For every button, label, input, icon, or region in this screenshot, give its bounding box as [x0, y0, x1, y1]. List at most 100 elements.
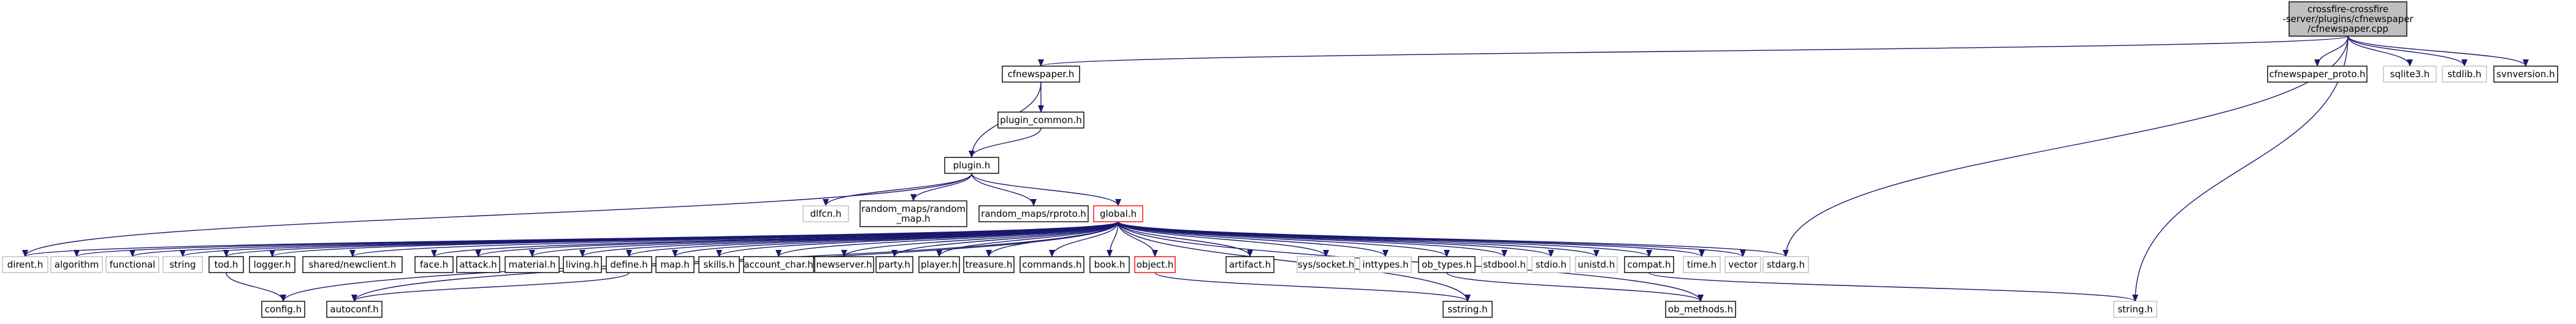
node-box: [1359, 256, 1412, 273]
edge-object_h-to-sstring_h: [1154, 272, 1471, 302]
node-map-h[interactable]: map.h: [655, 256, 695, 273]
node-box: [2442, 66, 2487, 83]
node-box: [859, 200, 967, 227]
node-account-char-h[interactable]: account_char.h: [743, 256, 814, 273]
node-label: random_maps/rproto.h: [981, 208, 1086, 220]
node-skills-h[interactable]: skills.h: [698, 256, 740, 273]
node-box: [698, 256, 740, 273]
node-logger-h[interactable]: logger.h: [249, 256, 295, 273]
node-box: [2493, 66, 2558, 83]
edge-root-to-svnversion_h: [2347, 36, 2529, 67]
node-face-h[interactable]: face.h: [414, 256, 454, 273]
node-plugin-common-h[interactable]: plugin_common.h: [997, 111, 1084, 129]
node-commands-h[interactable]: commands.h: [1019, 256, 1084, 273]
node-box: [162, 256, 203, 273]
node-dirent-h[interactable]: dirent.h: [2, 256, 48, 273]
node-box: [944, 157, 999, 174]
node-shared-newclient-h[interactable]: shared/newclient.h: [302, 256, 403, 273]
node-autoconf-h[interactable]: autoconf.h: [326, 301, 383, 318]
node-player-h[interactable]: player.h: [918, 256, 960, 273]
edge-global_h-to-inttypes_h: [1118, 221, 1389, 257]
node-box: [875, 256, 913, 273]
node-global-h[interactable]: global.h: [1093, 205, 1143, 222]
node-box: [1089, 256, 1130, 273]
node-party-h[interactable]: party.h: [875, 256, 913, 273]
node-ob-methods-h[interactable]: ob_methods.h: [1665, 301, 1736, 318]
node-ob-types-h[interactable]: ob_types.h: [1418, 256, 1476, 273]
node-string-h[interactable]: string.h: [2113, 301, 2157, 318]
node-functional[interactable]: functional: [105, 256, 159, 273]
node-compat-h[interactable]: compat.h: [1624, 256, 1674, 273]
node-attack-h[interactable]: attack.h: [456, 256, 500, 273]
edge-global_h-to-compat_h: [1118, 221, 1652, 257]
node-sqlite3-h[interactable]: sqlite3.h: [2383, 66, 2437, 83]
node-newserver-h[interactable]: newserver.h: [814, 256, 874, 273]
node-label: tod.h: [215, 259, 238, 270]
node-object-h[interactable]: object.h: [1134, 256, 1176, 273]
node-box: [563, 256, 602, 273]
edge-global_h-to-commands_h: [1049, 221, 1119, 257]
node-box: [2267, 66, 2368, 83]
node-label: functional: [110, 259, 156, 270]
edge-global_h-to-book_h: [1107, 221, 1119, 257]
node-root[interactable]: crossfire-crossfire-server/plugins/cfnew…: [2282, 1, 2414, 37]
node-box: [505, 256, 560, 273]
edge-root-to-string_h: [2132, 36, 2349, 302]
node-book-h[interactable]: book.h: [1089, 256, 1130, 273]
node-stdlib-h[interactable]: stdlib.h: [2442, 66, 2487, 83]
node-svnversion-h[interactable]: svnversion.h: [2493, 66, 2558, 83]
node-algorithm[interactable]: algorithm: [50, 256, 103, 273]
node-label: config.h: [265, 304, 302, 315]
node-config-h[interactable]: config.h: [261, 301, 305, 318]
node-cfnewspaper-proto-h[interactable]: cfnewspaper_proto.h: [2267, 66, 2368, 83]
node-label: svnversion.h: [2496, 69, 2555, 80]
node-box: [2, 256, 48, 273]
node-stdio-h[interactable]: stdio.h: [1531, 256, 1571, 273]
node-treasure-h[interactable]: treasure.h: [963, 256, 1015, 273]
edge-root-to-stdlib_h: [2347, 36, 2467, 67]
node-label: logger.h: [254, 259, 291, 270]
node-time-h[interactable]: time.h: [1683, 256, 1721, 273]
node-sstring-h[interactable]: sstring.h: [1442, 301, 1493, 318]
node-random-map-h[interactable]: random_maps/random_map.h: [859, 200, 967, 227]
node-label: skills.h: [703, 259, 734, 270]
edge-global_h-to-time_h: [1118, 221, 1705, 257]
node-artifact-h[interactable]: artifact.h: [1225, 256, 1275, 273]
node-label: commands.h: [1023, 259, 1082, 270]
node-random-proto-h[interactable]: random_maps/rproto.h: [978, 205, 1089, 222]
node-box: [1762, 256, 1809, 273]
edge-plugin_h-to-global_h: [971, 173, 1121, 206]
node-label: string: [169, 259, 196, 270]
edge-global_h-to-object_h: [1118, 221, 1158, 257]
edge-global_h-to-artifact_h: [1118, 221, 1253, 257]
node-box: [1134, 256, 1176, 273]
node-stdarg-h[interactable]: stdarg.h: [1762, 256, 1809, 273]
node-material-h[interactable]: material.h: [505, 256, 560, 273]
node-label: _map.h: [896, 213, 930, 225]
node-define-h[interactable]: define.h: [606, 256, 652, 273]
node-tod-h[interactable]: tod.h: [208, 256, 244, 273]
node-sys-socket-h[interactable]: sys/socket.h: [1297, 256, 1355, 273]
node-box: [1575, 256, 1618, 273]
node-string[interactable]: string: [162, 256, 203, 273]
node-plugin-h[interactable]: plugin.h: [944, 157, 999, 174]
node-cfnewspaper-h[interactable]: cfnewspaper.h: [1002, 66, 1080, 83]
node-unistd-h[interactable]: unistd.h: [1575, 256, 1618, 273]
node-label: sys/socket.h: [1298, 259, 1354, 270]
node-label: stdio.h: [1536, 259, 1567, 270]
node-box: [1481, 256, 1528, 273]
node-box: [302, 256, 403, 273]
node-dlfcn-h[interactable]: dlfcn.h: [802, 205, 849, 222]
node-living-h[interactable]: living.h: [563, 256, 602, 273]
node-box: [249, 256, 295, 273]
node-inttypes-h[interactable]: inttypes.h: [1359, 256, 1412, 273]
edge-global_h-to-stdarg_h: [1118, 221, 1789, 257]
node-stdbool-h[interactable]: stdbool.h: [1481, 256, 1528, 273]
node-box: [208, 256, 244, 273]
node-box: [50, 256, 103, 273]
node-vector[interactable]: vector: [1724, 256, 1761, 273]
edge-root-to-cfnewspaper_h: [1038, 36, 2349, 67]
node-box: [1665, 301, 1736, 318]
node-label: -server/plugins/cfnewspaper: [2282, 13, 2414, 24]
